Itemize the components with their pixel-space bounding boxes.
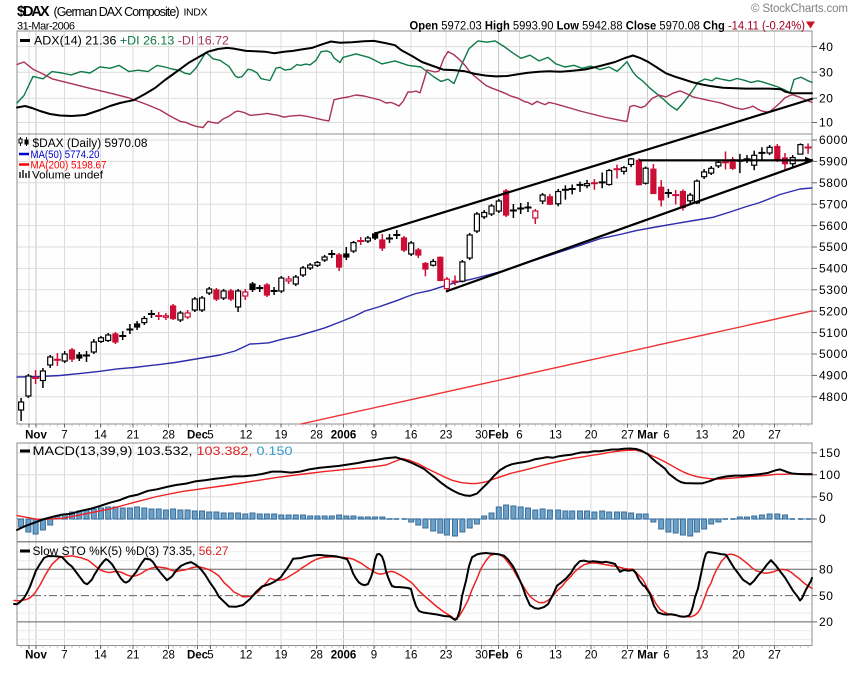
svg-text:5000: 5000 [819,347,848,361]
svg-text:50: 50 [819,589,834,603]
svg-text:6000: 6000 [819,133,848,147]
svg-text:23: 23 [440,650,453,662]
svg-text:INDX: INDX [184,7,208,19]
svg-text:14: 14 [94,650,107,662]
svg-text:MA(200) 5198.67: MA(200) 5198.67 [31,160,107,172]
svg-text:13: 13 [696,430,709,442]
svg-text:27: 27 [768,430,781,442]
svg-text:5800: 5800 [819,176,848,190]
svg-text:Nov: Nov [25,650,47,662]
svg-text:80: 80 [819,563,834,577]
svg-text:0: 0 [819,512,826,526]
svg-text:10: 10 [819,116,834,130]
svg-text:16: 16 [405,650,418,662]
svg-text:Feb: Feb [488,430,508,442]
svg-text:21: 21 [127,430,140,442]
svg-text:40: 40 [819,40,834,54]
svg-text:5600: 5600 [819,219,848,233]
svg-text:(German DAX Composite): (German DAX Composite) [54,5,180,19]
svg-text:31-Mar-2006: 31-Mar-2006 [17,21,75,33]
svg-text:27: 27 [621,430,634,442]
svg-text:5100: 5100 [819,326,848,340]
svg-text:2006: 2006 [331,650,357,662]
svg-text:20: 20 [585,650,598,662]
svg-text:9: 9 [371,430,377,442]
svg-text:19: 19 [275,650,288,662]
svg-text:20: 20 [732,430,745,442]
svg-text:5300: 5300 [819,283,848,297]
svg-text:30: 30 [475,650,488,662]
svg-text:6: 6 [516,430,522,442]
svg-text:23: 23 [440,430,453,442]
svg-text:Mar: Mar [637,650,658,662]
svg-text:20: 20 [819,615,834,629]
svg-text:Feb: Feb [488,650,508,662]
svg-text:Mar: Mar [637,430,658,442]
svg-text:MACD(13,39,9) 103.532, 103.382: MACD(13,39,9) 103.532, 103.382, 0.150 [33,446,293,458]
svg-text:ADX(14) 21.36 +DI 26.13 -DI 16: ADX(14) 21.36 +DI 26.13 -DI 16.72 [34,35,229,47]
svg-text:28: 28 [310,430,323,442]
svg-text:6: 6 [663,430,669,442]
svg-text:5: 5 [207,650,213,662]
svg-text:100: 100 [819,468,841,482]
svg-text:28: 28 [162,650,175,662]
svg-text:28: 28 [310,650,323,662]
svg-text:20: 20 [732,650,745,662]
svg-text:20: 20 [585,430,598,442]
svg-text:$DAX: $DAX [17,4,50,20]
svg-text:5: 5 [207,430,213,442]
svg-text:Volume undef: Volume undef [32,170,104,182]
svg-text:12: 12 [240,650,253,662]
svg-text:$DAX (Daily) 5970.08: $DAX (Daily) 5970.08 [33,138,148,150]
svg-text:20: 20 [819,91,834,105]
svg-text:19: 19 [275,430,288,442]
svg-text:14: 14 [94,430,107,442]
svg-text:13: 13 [549,430,562,442]
svg-text:5400: 5400 [819,262,848,276]
svg-text:4800: 4800 [819,390,848,404]
svg-text:6: 6 [516,650,522,662]
svg-text:16: 16 [405,430,418,442]
svg-text:Dec: Dec [187,650,209,662]
svg-text:28: 28 [162,430,175,442]
svg-text:Slow STO %K(5) %D(3) 73.35, 56: Slow STO %K(5) %D(3) 73.35, 56.27 [33,546,229,558]
svg-text:30: 30 [475,430,488,442]
svg-text:MA(50) 5774.20: MA(50) 5774.20 [31,149,100,161]
svg-text:Open 5972.03 High 5993.90 Low: Open 5972.03 High 5993.90 Low 5942.88 Cl… [410,21,806,33]
svg-text:9: 9 [371,650,377,662]
svg-text:12: 12 [240,430,253,442]
svg-text:13: 13 [696,650,709,662]
svg-text:27: 27 [621,650,634,662]
svg-text:5900: 5900 [819,155,848,169]
svg-text:13: 13 [549,650,562,662]
svg-text:© StockCharts.com: © StockCharts.com [751,3,848,15]
svg-text:4900: 4900 [819,369,848,383]
svg-text:6: 6 [663,650,669,662]
svg-text:30: 30 [819,65,834,79]
svg-text:2006: 2006 [331,430,357,442]
svg-text:21: 21 [127,650,140,662]
svg-text:5700: 5700 [819,197,848,211]
svg-text:5500: 5500 [819,240,848,254]
svg-text:Dec: Dec [187,430,209,442]
svg-text:50: 50 [819,490,834,504]
svg-text:7: 7 [61,430,67,442]
svg-text:150: 150 [819,446,841,460]
svg-text:27: 27 [768,650,781,662]
svg-text:7: 7 [61,650,67,662]
svg-text:Nov: Nov [25,430,47,442]
svg-text:5200: 5200 [819,304,848,318]
